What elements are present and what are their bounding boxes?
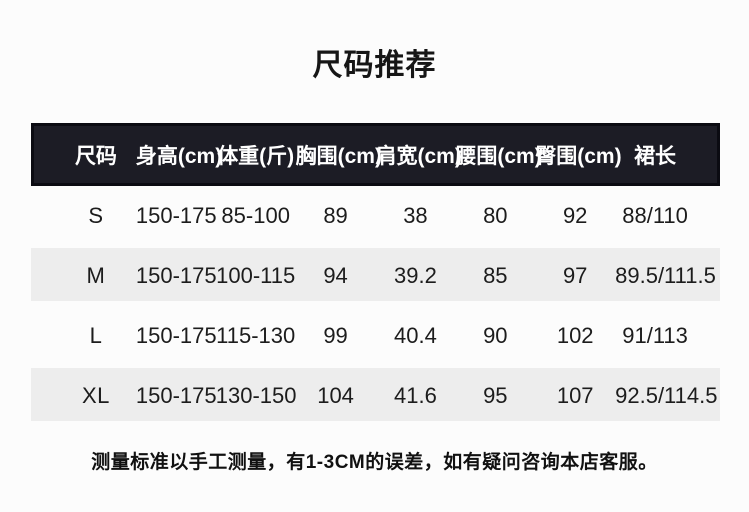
header-cell-waist: 腰围(cm) <box>455 144 542 168</box>
cell-hip: 107 <box>556 383 594 408</box>
cell-bust: 104 <box>317 383 354 408</box>
cell-height: 150-175 <box>135 203 217 228</box>
size-table: 尺码 身高(cm) 体重(斤) 胸围(cm) 肩宽(cm) 腰围(cm) 臀围(… <box>31 123 720 426</box>
table-row-l: L 150-175 115-130 99 40.4 90 102 91/113 <box>31 306 720 366</box>
cell-height: 150-175 <box>135 263 217 288</box>
cell-skirt-length: 88/110 <box>622 203 688 228</box>
cell-skirt-length: 91/113 <box>622 323 688 348</box>
header-cell-height: 身高(cm) <box>135 144 223 168</box>
cell-weight: 100-115 <box>216 263 296 288</box>
measurement-disclaimer: 测量标准以手工测量，有1-3CM的误差，如有疑问咨询本店客服。 <box>91 452 658 473</box>
cell-hip: 92 <box>562 203 588 228</box>
cell-waist: 95 <box>483 383 508 408</box>
cell-waist: 90 <box>483 323 508 348</box>
cell-hip: 97 <box>562 263 588 288</box>
header-cell-shoulder: 肩宽(cm) <box>375 144 462 168</box>
cell-size-label: L <box>89 323 103 348</box>
cell-size-label: S <box>88 203 104 228</box>
cell-skirt-length: 89.5/111.5 <box>615 263 716 288</box>
table-row-xl: XL 150-175 130-150 104 41.6 95 107 92.5/… <box>31 366 720 426</box>
cell-bust: 99 <box>323 323 348 348</box>
cell-size-label: XL <box>81 383 110 408</box>
header-cell-weight: 体重(斤) <box>217 144 295 168</box>
cell-weight: 115-130 <box>216 323 296 348</box>
page-title: 尺码推荐 <box>312 49 437 82</box>
table-row-s: S 150-175 85-100 89 38 80 92 88/110 <box>31 186 720 246</box>
cell-shoulder: 41.6 <box>394 383 437 408</box>
cell-weight: 130-150 <box>215 383 297 408</box>
cell-shoulder: 40.4 <box>394 323 437 348</box>
header-cell-size: 尺码 <box>74 144 117 168</box>
cell-height: 150-175 <box>135 383 217 408</box>
size-table-header-row: 尺码 身高(cm) 体重(斤) 胸围(cm) 肩宽(cm) 腰围(cm) 臀围(… <box>31 123 720 186</box>
cell-shoulder: 39.2 <box>394 263 437 288</box>
cell-hip: 102 <box>556 323 594 348</box>
cell-size-label: M <box>86 263 106 288</box>
header-cell-bust: 胸围(cm) <box>295 144 382 168</box>
cell-bust: 89 <box>323 203 348 228</box>
table-row-m: M 150-175 100-115 94 39.2 85 97 89.5/111… <box>31 246 720 306</box>
cell-waist: 85 <box>483 263 508 288</box>
cell-height: 150-175 <box>135 323 217 348</box>
cell-waist: 80 <box>483 203 508 228</box>
cell-weight: 85-100 <box>221 203 290 228</box>
header-cell-hip: 臀围(cm) <box>535 144 622 168</box>
cell-skirt-length: 92.5/114.5 <box>615 383 718 408</box>
header-cell-skirt-length: 裙长 <box>634 144 677 168</box>
cell-bust: 94 <box>323 263 348 288</box>
cell-shoulder: 38 <box>403 203 428 228</box>
